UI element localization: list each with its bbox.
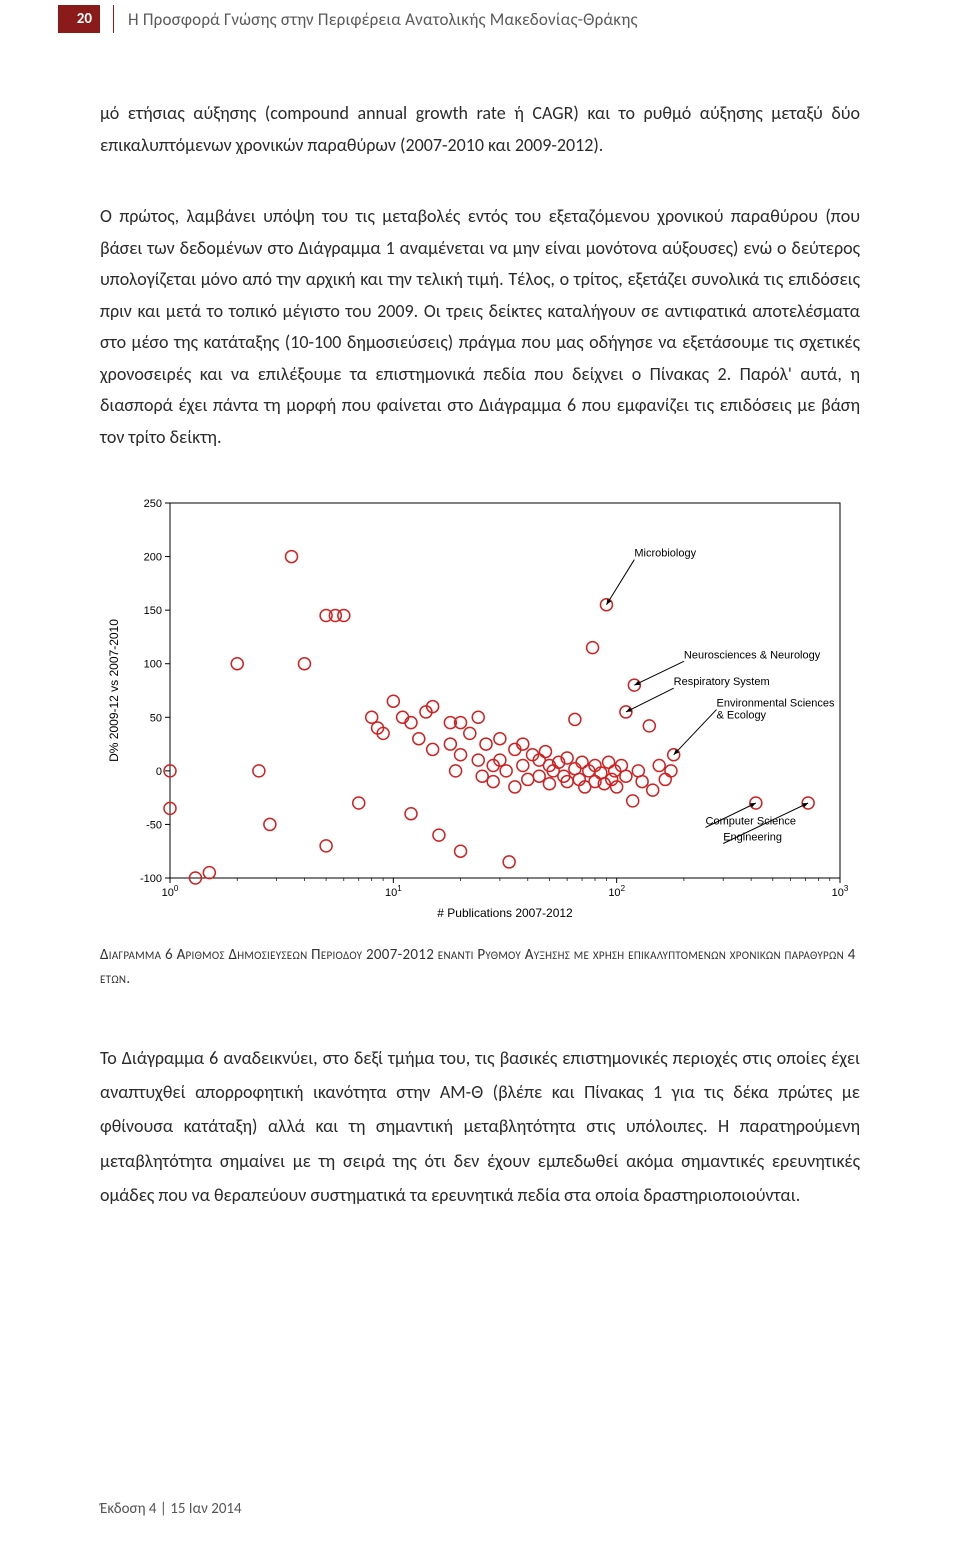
svg-text:100: 100 — [162, 884, 179, 899]
paragraph-2: Ο πρώτος, λαμβάνει υπόψη του τις μεταβολ… — [100, 201, 860, 453]
svg-text:Environmental Sciences: Environmental Sciences — [717, 698, 836, 710]
svg-text:200: 200 — [144, 552, 162, 564]
svg-text:102: 102 — [608, 884, 625, 899]
page-footer: Έκδοση 4 | 15 Ιαν 2014 — [100, 1500, 242, 1518]
header-separator — [100, 5, 114, 33]
paragraph-1: μό ετήσιας αύξησης (compound annual grow… — [100, 98, 860, 161]
svg-text:50: 50 — [150, 712, 162, 724]
svg-text:Engineering: Engineering — [723, 832, 782, 844]
scatter-chart: -100 -50 0 50 100 150 200 250 100 101 102 103 Microb… — [100, 493, 860, 923]
svg-text:Computer Science: Computer Science — [706, 815, 797, 827]
svg-text:& Ecology: & Ecology — [717, 710, 767, 722]
page-header: 20 Η Προσφορά Γνώσης στην Περιφέρεια Ανα… — [0, 0, 960, 38]
svg-text:D% 2009-12 vs 2007-2010: D% 2009-12 vs 2007-2010 — [107, 619, 121, 762]
svg-text:150: 150 — [144, 605, 162, 617]
svg-text:101: 101 — [385, 884, 402, 899]
page-number: 20 — [58, 5, 100, 33]
svg-text:Microbiology: Microbiology — [634, 548, 696, 560]
svg-text:Respiratory System: Respiratory System — [674, 676, 770, 688]
svg-text:# Publications 2007-2012: # Publications 2007-2012 — [437, 906, 573, 920]
chart-svg: -100 -50 0 50 100 150 200 250 100 101 102 103 Microb… — [100, 493, 860, 923]
svg-text:-100: -100 — [140, 873, 162, 885]
chart-caption: Διαγραμμα 6 Αριθμος Δημοσιευσεων Περιοδο… — [100, 943, 860, 991]
svg-text:Neurosciences & Neurology: Neurosciences & Neurology — [684, 649, 821, 661]
svg-text:103: 103 — [832, 884, 849, 899]
svg-text:0: 0 — [156, 766, 162, 778]
svg-text:250: 250 — [144, 498, 162, 510]
paragraph-3: Το Διάγραμμα 6 αναδεικνύει, στο δεξί τμή… — [100, 1041, 860, 1212]
svg-text:-50: -50 — [146, 819, 162, 831]
page-title: Η Προσφορά Γνώσης στην Περιφέρεια Ανατολ… — [128, 9, 638, 30]
content-area: μό ετήσιας αύξησης (compound annual grow… — [0, 98, 960, 1212]
svg-text:100: 100 — [144, 659, 162, 671]
